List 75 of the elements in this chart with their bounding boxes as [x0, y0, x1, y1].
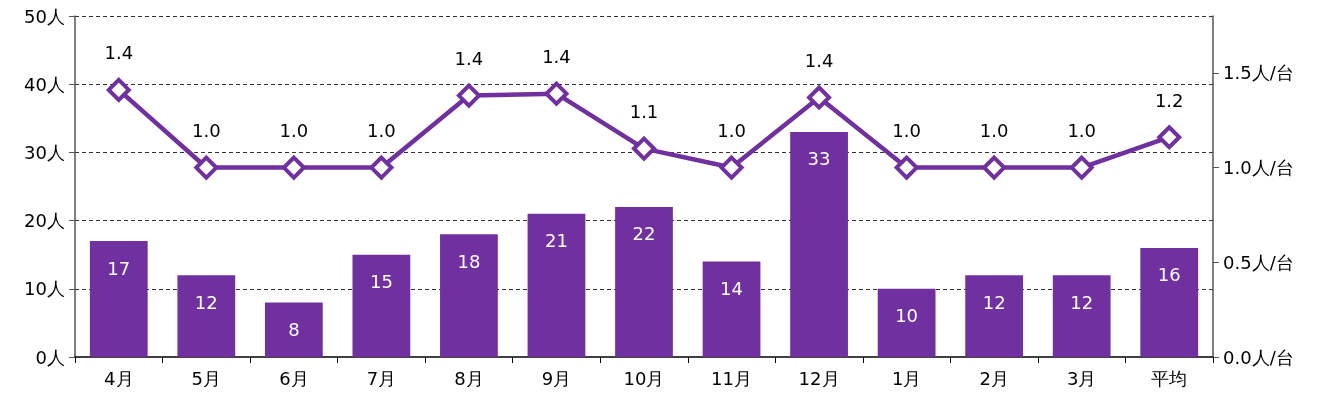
- x-tick-label: 2月: [979, 367, 1009, 389]
- bar: [527, 213, 586, 357]
- data-label: 1.4: [454, 48, 484, 70]
- y2-tick-label: 0.5人/台: [1223, 251, 1294, 273]
- point: [106, 77, 131, 102]
- data-label: 1.0: [1067, 120, 1097, 142]
- y-tick-label: 30人: [24, 141, 65, 163]
- data-label: 12: [194, 291, 218, 313]
- point: [544, 81, 569, 106]
- bar: [965, 275, 1024, 357]
- y-tick-label: 10人: [24, 278, 65, 300]
- data-label: 16: [1157, 264, 1181, 286]
- data-label: 18: [457, 250, 481, 272]
- point: [982, 155, 1007, 180]
- bar: [352, 254, 411, 357]
- point: [281, 155, 306, 180]
- x-tick-label: 6月: [279, 367, 309, 389]
- bar: [615, 206, 673, 357]
- bar: [440, 234, 498, 357]
- y2-tick-label: 1.0人/台: [1223, 157, 1294, 179]
- data-label: 1.0: [717, 120, 746, 142]
- data-label: 1.0: [191, 120, 221, 142]
- data-label: 15: [369, 271, 393, 293]
- data-label: 21: [545, 230, 568, 252]
- x-tick-label: 5月: [191, 367, 222, 389]
- bar: [1140, 247, 1199, 357]
- point: [719, 155, 744, 180]
- data-label: 1.0: [979, 120, 1009, 142]
- data-label: 17: [107, 257, 131, 279]
- x-tick-label: 7月: [366, 367, 397, 389]
- data-label: 1.0: [892, 120, 921, 142]
- point: [1157, 125, 1182, 150]
- point: [632, 136, 656, 161]
- x-tick-label: 11月: [711, 367, 752, 389]
- data-label: 12: [1070, 291, 1094, 313]
- bar: [1052, 275, 1111, 357]
- y-tick-label: 40人: [24, 73, 65, 95]
- x-tick-label: 平均: [1151, 367, 1188, 389]
- data-label: 1.1: [629, 101, 659, 123]
- data-label: 1.0: [279, 120, 309, 142]
- data-label: 14: [720, 278, 743, 300]
- data-label: 8: [288, 318, 300, 340]
- data-label: 10: [895, 305, 919, 327]
- x-tick-label: 10月: [623, 367, 665, 389]
- bar: [877, 288, 936, 357]
- y-tick-label: 20人: [24, 210, 65, 232]
- x-tick-label: 1月: [891, 367, 922, 389]
- x-tick-label: 9月: [541, 367, 572, 389]
- data-label: 22: [632, 223, 656, 245]
- data-label: 1.4: [542, 46, 571, 68]
- x-tick-label: 12月: [798, 367, 840, 389]
- y2-tick-label: 1.5人/台: [1223, 62, 1294, 84]
- data-label: 1.4: [804, 49, 834, 71]
- data-label: 33: [807, 148, 831, 170]
- bar: [790, 131, 848, 357]
- y-tick-label: 50人: [24, 5, 65, 27]
- x-tick-label: 8月: [454, 367, 484, 389]
- bar: [264, 302, 323, 357]
- data-label: 1.4: [104, 42, 134, 64]
- point: [456, 83, 481, 108]
- point: [1069, 155, 1094, 180]
- y-tick-label: 0人: [35, 346, 65, 368]
- point: [807, 85, 832, 110]
- point: [194, 155, 219, 180]
- x-tick-label: 3月: [1066, 367, 1097, 389]
- data-label: 12: [982, 291, 1006, 313]
- y2-tick-label: 0.0人/台: [1223, 346, 1294, 368]
- point: [894, 155, 919, 180]
- point: [369, 155, 394, 180]
- data-label: 1.0: [367, 120, 396, 142]
- bar: [702, 261, 761, 357]
- data-label: 1.2: [1154, 89, 1184, 111]
- x-tick-label: 4月: [104, 367, 134, 389]
- bar: [177, 275, 236, 357]
- bar: [89, 241, 148, 357]
